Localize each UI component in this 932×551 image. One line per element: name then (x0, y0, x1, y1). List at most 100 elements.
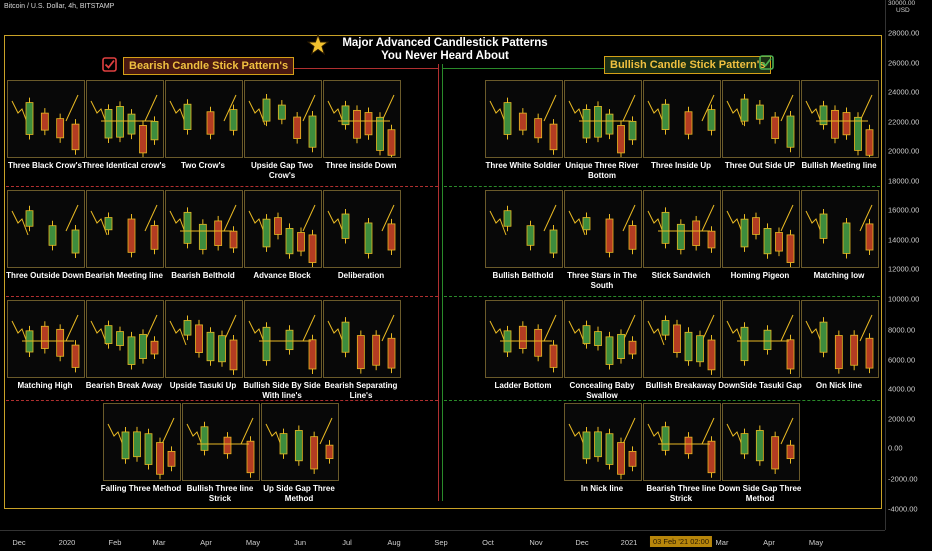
bullish-pattern-label: Concealing Baby Swallow (557, 380, 647, 401)
candle-body (676, 223, 685, 250)
candle-body (605, 336, 614, 365)
candle-body (206, 111, 215, 135)
pattern-name: Bearish Meeting line (85, 271, 163, 280)
candle-body (628, 340, 637, 355)
pattern-name: Up Side Gap Three Method (263, 484, 335, 503)
candle-body (617, 333, 625, 360)
time-tick: Apr (763, 538, 775, 547)
pattern-illustration (186, 417, 255, 478)
candle-body (692, 220, 701, 246)
bearish-pattern-label: Two Crow's (158, 160, 248, 172)
trend-arrow (65, 94, 79, 122)
pattern-name: Bullish Side By Side With line's (243, 381, 321, 400)
candle-body (116, 331, 124, 346)
candle-body (661, 103, 670, 130)
time-axis[interactable]: Dec 2020 Feb Mar Apr May Jun Jul Aug Sep… (0, 530, 885, 551)
trend-arrow (381, 204, 395, 232)
pattern-illustration (647, 94, 716, 140)
pattern-illustration (805, 204, 874, 259)
trend-line (90, 100, 108, 126)
bullish-pattern-label: Three White Soldier (478, 160, 568, 172)
candle-body (707, 109, 716, 131)
trend-line (11, 210, 29, 236)
bullish-pattern-card (564, 403, 642, 481)
price-tick: -2000.00 (888, 474, 918, 484)
bearish-pattern-card (86, 80, 164, 158)
candle-body (628, 225, 637, 250)
bullish-pattern-card (564, 80, 642, 158)
pattern-name: Bullish Meeting line (801, 161, 877, 170)
pattern-illustration (805, 314, 874, 374)
bearish-pattern-label: Matching High (0, 380, 90, 392)
price-axis-currency: USD (896, 7, 910, 14)
candle-body (372, 334, 381, 366)
candle-body (786, 115, 795, 148)
candle-body (104, 217, 113, 231)
bearish-pattern-label: Bullish Side By Side With line's (237, 380, 327, 401)
bullish-pattern-label: Three Stars in The South (557, 270, 647, 291)
bearish-pattern-label: Bearish Meeting line (79, 270, 169, 282)
pattern-illustration (489, 94, 558, 155)
pattern-illustration (327, 94, 396, 157)
candle-body (518, 112, 527, 131)
pattern-name: Down Side Gap Three Method (718, 484, 802, 503)
trend-arrow (223, 204, 237, 232)
pattern-name: Ladder Bottom (494, 381, 552, 390)
candle-body (865, 129, 874, 156)
candle-body (364, 222, 373, 254)
trend-line (11, 320, 29, 346)
candle-body (246, 440, 255, 474)
price-axis-top-value: 30000.00 (888, 0, 916, 7)
candle-body (605, 218, 614, 253)
pattern-name: Stick Sandwich (651, 271, 711, 280)
bearish-pattern-card (103, 403, 181, 481)
time-tick: Aug (387, 538, 401, 547)
bearish-pattern-card (86, 300, 164, 378)
candle-body (218, 335, 226, 363)
trend-arrow (859, 94, 873, 122)
candle-body (387, 129, 396, 156)
candle-body (274, 217, 282, 235)
trend-arrow (701, 94, 715, 122)
candle-body (771, 436, 780, 470)
trend-arrow (319, 417, 333, 445)
bullish-pattern-card (722, 80, 800, 158)
price-tick: 28000.00 (888, 28, 920, 38)
candle-body (661, 320, 670, 336)
price-axis[interactable]: 30000.00 USD 28000.00 26000.00 24000.00 … (885, 0, 932, 530)
candle-body (752, 217, 760, 235)
bearish-pattern-label: Upside Gap Two Crow's (237, 160, 327, 181)
candle-body (48, 225, 57, 246)
bearish-pattern-card (323, 80, 401, 158)
candle-body (594, 106, 602, 138)
candle-body (277, 104, 286, 120)
candle-body (56, 118, 65, 139)
pattern-illustration (568, 417, 637, 480)
divider-red (438, 64, 439, 501)
candle-body (786, 339, 795, 370)
trend-arrow (543, 314, 557, 342)
pattern-name: Bullish Breakaway (645, 381, 717, 390)
pattern-illustration (726, 204, 795, 267)
pattern-name: Two Crow's (181, 161, 225, 170)
bullish-pattern-card (722, 190, 800, 268)
candle-body (831, 109, 839, 139)
candle-body (353, 109, 361, 139)
candle-body (518, 325, 527, 349)
candle-body (549, 123, 558, 151)
price-tick: 10000.00 (888, 294, 920, 303)
candle-body (775, 232, 783, 252)
candle-body (183, 103, 192, 130)
trend-arrow (780, 204, 794, 232)
row-separator (444, 296, 880, 297)
candle-body (56, 328, 65, 357)
bullish-pattern-label: Bearish Three line Strick (636, 483, 726, 504)
candle-body (582, 217, 591, 231)
trend-line (647, 320, 665, 346)
trend-arrow (622, 314, 636, 342)
bearish-pattern-label: Bearish Belthold (158, 270, 248, 282)
pattern-illustration (90, 314, 159, 370)
trend-line (726, 423, 744, 449)
time-tick: Mar (152, 538, 166, 547)
pattern-illustration (169, 314, 238, 375)
